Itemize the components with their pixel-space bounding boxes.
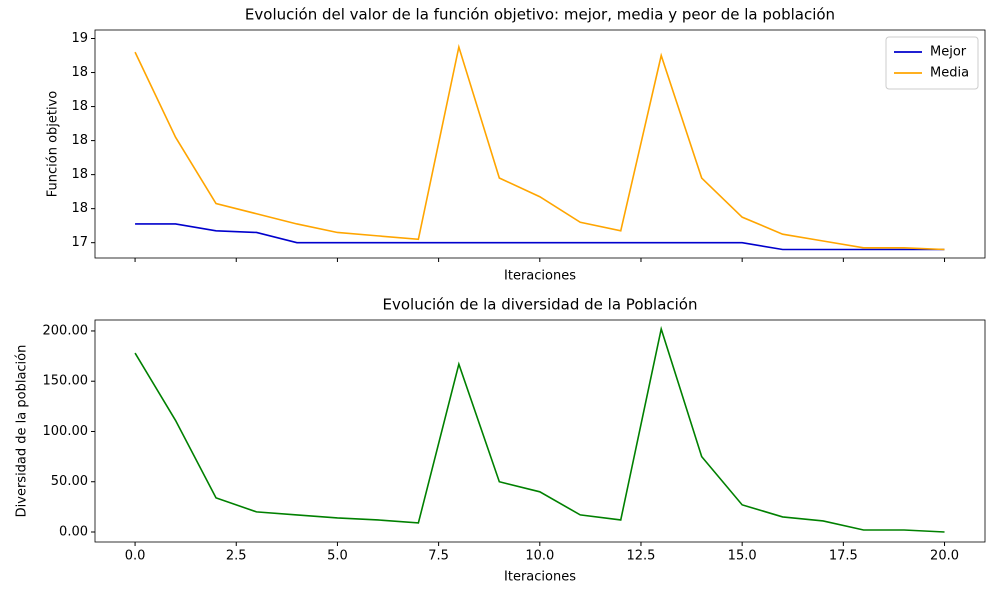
line [134, 43, 945, 251]
y-axis-label: Función objetivo [46, 91, 61, 198]
y-tick-label: 17 [71, 235, 88, 250]
axes-frame [94, 319, 986, 543]
y-tick-label: 0.00 [59, 524, 88, 539]
line [135, 223, 945, 251]
x-tick-label: 17.5 [829, 549, 858, 564]
y-tick-label: 100.00 [43, 424, 89, 439]
chart-title: Evolución de la diversidad de la Poblaci… [383, 296, 698, 314]
axes-frame [94, 29, 986, 259]
legend-label: Mejor [930, 45, 967, 60]
y-tick-label: 19 [71, 31, 88, 46]
legend-box [885, 36, 979, 90]
x-axis-label: Iteraciones [504, 269, 576, 284]
x-tick-label: 7.5 [428, 549, 449, 564]
line [134, 325, 945, 533]
y-tick-label: 18 [71, 133, 88, 148]
x-tick-label: 2.5 [226, 549, 247, 564]
x-tick-label: 15.0 [728, 549, 757, 564]
x-axis-label: Iteraciones [504, 570, 576, 585]
y-tick-label: 18 [71, 65, 88, 80]
x-tick-label: 5.0 [327, 549, 348, 564]
y-tick-label: 200.00 [43, 323, 89, 338]
y-tick-label: 150.00 [43, 374, 89, 389]
x-tick-label: 0.0 [125, 549, 146, 564]
y-tick-label: 50.00 [51, 474, 88, 489]
legend-label: Media [930, 66, 969, 81]
y-tick-label: 18 [71, 201, 88, 216]
chart-title: Evolución del valor de la función objeti… [245, 6, 835, 24]
x-tick-label: 10.0 [525, 549, 554, 564]
x-tick-label: 20.0 [930, 549, 959, 564]
y-tick-label: 18 [71, 99, 88, 114]
x-tick-label: 12.5 [627, 549, 656, 564]
y-axis-label: Diversidad de la población [15, 345, 30, 518]
y-tick-label: 18 [71, 167, 88, 182]
